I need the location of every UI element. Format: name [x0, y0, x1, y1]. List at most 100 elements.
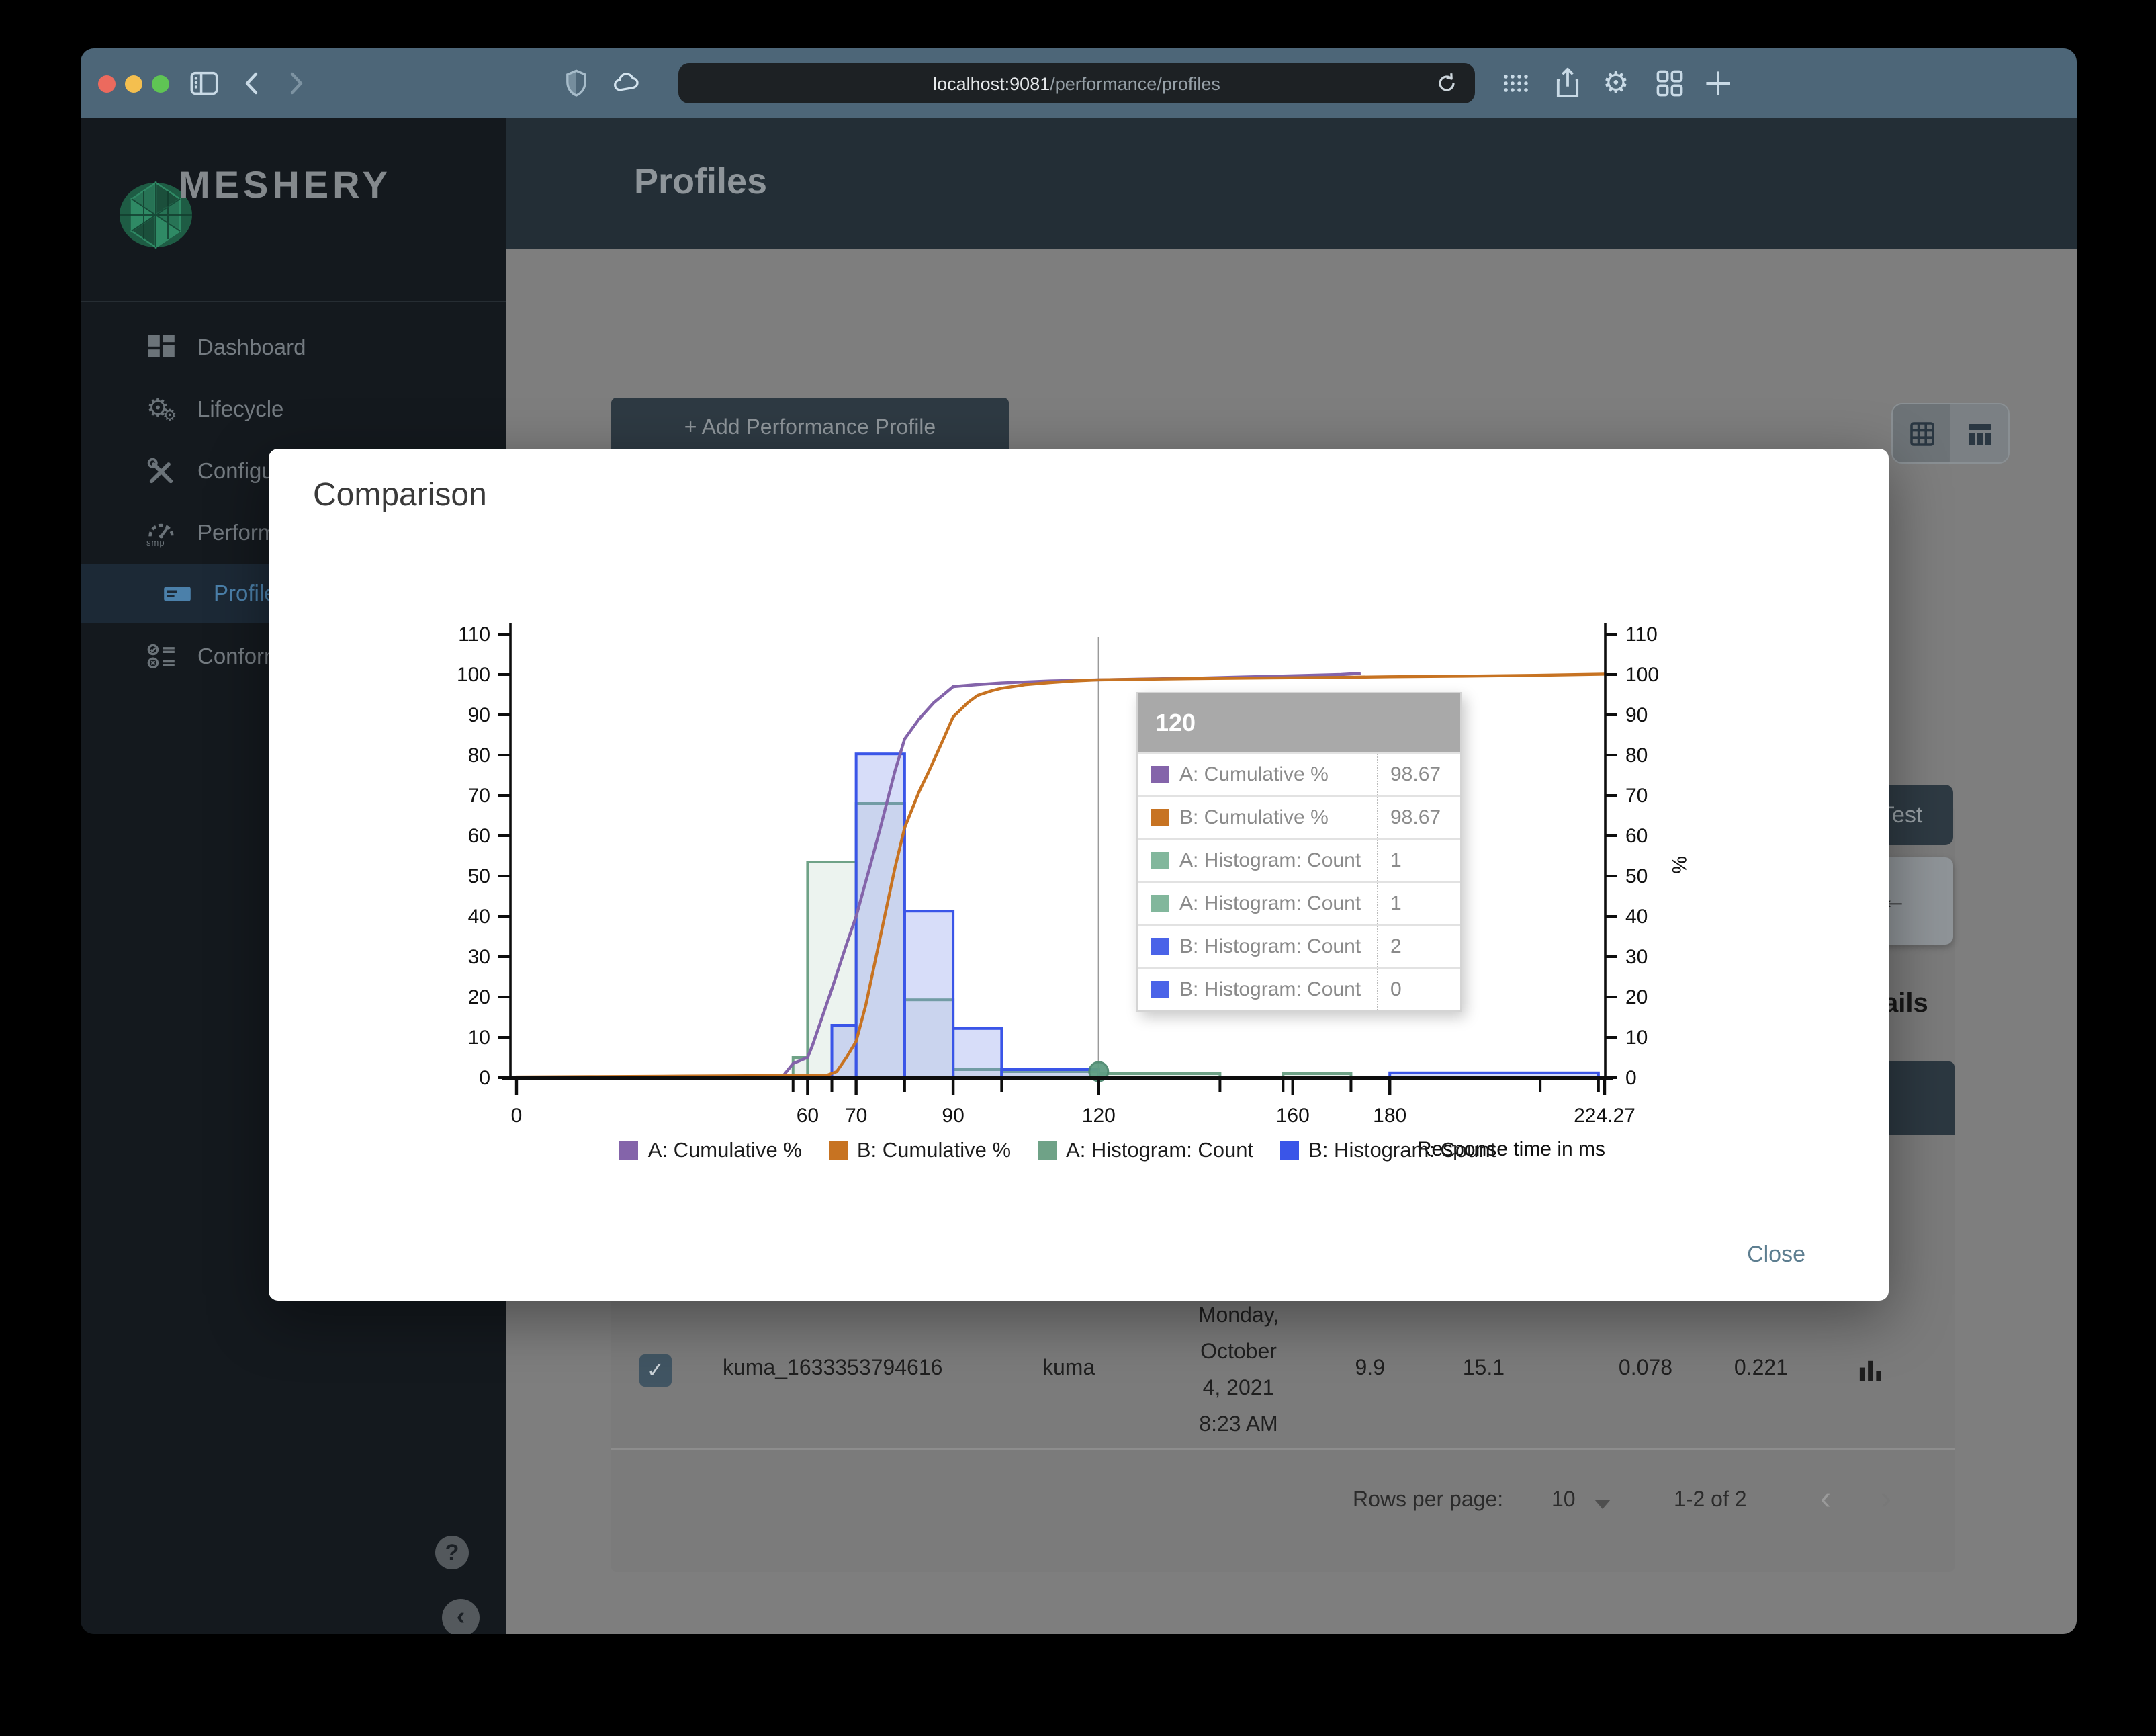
configuration-icon: [146, 457, 176, 486]
meshery-logo-text: MESHERY: [179, 164, 392, 206]
row-chart-icon[interactable]: [1856, 1354, 1886, 1384]
svg-text:40: 40: [468, 906, 490, 928]
tooltip-row: B: Cumulative % 98.67: [1138, 795, 1460, 838]
modal-close-button[interactable]: Close: [1747, 1242, 1805, 1267]
row-name[interactable]: kuma_1633353794616: [723, 1357, 943, 1380]
new-tab-icon[interactable]: [1703, 69, 1733, 98]
browser-window: localhost:9081/performance/profiles ⚙: [81, 48, 2077, 1634]
svg-text:60: 60: [797, 1104, 819, 1127]
minimize-window-button[interactable]: [125, 75, 142, 92]
grid-view-button[interactable]: [1893, 404, 1950, 462]
chart-tooltip: 120 A: Cumulative % 98.67 B: Cumulative % 9…: [1136, 692, 1462, 1012]
table-view-button[interactable]: [1950, 404, 2008, 462]
row-p99: 0.221: [1734, 1357, 1788, 1380]
tooltip-series-value: 1: [1377, 840, 1460, 881]
rows-per-page-select[interactable]: 10: [1552, 1489, 1576, 1512]
svg-text:%: %: [1668, 856, 1690, 874]
tooltip-row: B: Histogram: Count 0: [1138, 967, 1460, 1010]
page-title: Profiles: [634, 161, 768, 202]
url-path: /performance/profiles: [1050, 73, 1220, 93]
tab-overview-icon[interactable]: [1655, 69, 1685, 98]
series-swatch: [1151, 981, 1169, 998]
chevron-left-icon: ‹: [456, 1603, 465, 1631]
help-icon: ?: [445, 1539, 459, 1565]
sidebar-item-dashboard[interactable]: Dashboard: [81, 318, 506, 378]
sidebar-item-lifecycle[interactable]: ⚙ ⚙ Lifecycle: [81, 380, 506, 439]
conformance-icon: [146, 642, 176, 672]
legend-label: B: Cumulative %: [856, 1139, 1012, 1162]
svg-text:30: 30: [468, 946, 490, 968]
share-icon[interactable]: [1552, 66, 1584, 101]
row-date-line: 8:23 AM: [1199, 1414, 1278, 1436]
row-mesh: kuma: [1042, 1357, 1095, 1380]
svg-text:0: 0: [479, 1067, 490, 1089]
tooltip-series-label: B: Histogram: Count: [1179, 978, 1361, 1001]
legend-item[interactable]: B: Histogram: Count: [1280, 1139, 1496, 1164]
series-swatch: [1151, 809, 1169, 826]
collapse-sidebar-button[interactable]: ‹: [442, 1599, 480, 1634]
icloud-icon[interactable]: [611, 67, 643, 99]
row-date-line: October: [1200, 1341, 1277, 1364]
settings-gear-icon[interactable]: ⚙: [1603, 66, 1629, 99]
legend-swatch: [1038, 1141, 1057, 1160]
legend-item[interactable]: B: Cumulative %: [828, 1139, 1012, 1164]
row-date-line: 4, 2021: [1202, 1377, 1275, 1400]
legend-swatch: [1280, 1141, 1300, 1160]
svg-text:70: 70: [845, 1104, 867, 1127]
help-button[interactable]: ?: [435, 1536, 469, 1569]
legend-swatch: [619, 1141, 639, 1160]
tooltip-series-value: 2: [1377, 926, 1460, 967]
series-swatch: [1151, 852, 1169, 869]
meshery-logo[interactable]: MESHERY: [81, 118, 506, 279]
legend-item[interactable]: A: Histogram: Count: [1038, 1139, 1253, 1164]
svg-text:50: 50: [1625, 865, 1648, 887]
details-heading-fragment: ails: [1883, 989, 1928, 1018]
tooltip-series-label: B: Histogram: Count: [1179, 935, 1361, 958]
legend-label: A: Histogram: Count: [1066, 1139, 1254, 1162]
lifecycle-icon: ⚙ ⚙: [146, 395, 177, 425]
sidebar-item-label: Lifecycle: [197, 397, 284, 421]
svg-text:70: 70: [1625, 785, 1648, 807]
zoom-window-button[interactable]: [152, 75, 169, 92]
svg-text:80: 80: [1625, 744, 1648, 767]
table-divider: [611, 1448, 1955, 1450]
pagination-prev-button[interactable]: ‹: [1820, 1481, 1831, 1517]
privacy-shield-icon[interactable]: [562, 69, 591, 98]
legend-item[interactable]: A: Cumulative %: [619, 1139, 802, 1164]
forward-icon[interactable]: [282, 70, 309, 97]
svg-text:Response time in ms: Response time in ms: [1417, 1138, 1605, 1160]
svg-text:80: 80: [468, 744, 490, 767]
svg-text:0: 0: [1625, 1067, 1637, 1089]
rows-per-page-label: Rows per page:: [1353, 1489, 1504, 1512]
comparison-modal: Comparison 0 0 10 10 20 20 30 30 40 40 50 50 60 60 70 7…: [269, 449, 1889, 1301]
row-checkbox[interactable]: ✓: [639, 1354, 672, 1387]
sidebar-toggle-icon[interactable]: [189, 69, 219, 98]
address-bar[interactable]: localhost:9081/performance/profiles: [678, 63, 1475, 103]
reload-icon[interactable]: [1435, 71, 1459, 95]
back-icon[interactable]: [239, 70, 266, 97]
pagination-next-button[interactable]: ›: [1881, 1481, 1891, 1517]
browser-titlebar: localhost:9081/performance/profiles ⚙: [81, 48, 2077, 120]
svg-text:180: 180: [1373, 1104, 1406, 1127]
tooltip-series-label: A: Histogram: Count: [1179, 849, 1361, 872]
url-host: localhost:9081: [933, 73, 1050, 93]
svg-text:20: 20: [1625, 986, 1648, 1008]
rows-per-page-caret-icon[interactable]: [1594, 1500, 1611, 1509]
svg-text:50: 50: [468, 865, 490, 887]
legend-label: A: Cumulative %: [647, 1139, 802, 1162]
meshery-logo-icon: [120, 181, 192, 249]
extensions-grid-icon[interactable]: [1502, 71, 1529, 98]
series-swatch: [1151, 766, 1169, 783]
svg-text:110: 110: [458, 623, 490, 646]
performance-icon: smp: [146, 519, 176, 548]
close-window-button[interactable]: [98, 75, 116, 92]
svg-text:10: 10: [468, 1027, 490, 1049]
view-toggle: [1891, 403, 2010, 464]
svg-text:10: 10: [1625, 1027, 1648, 1049]
svg-text:90: 90: [942, 1104, 964, 1127]
tooltip-row: A: Histogram: Count 1: [1138, 881, 1460, 924]
row-duration: 15.1: [1462, 1357, 1504, 1380]
svg-text:100: 100: [457, 664, 490, 686]
table-view-icon: [1968, 423, 1991, 444]
